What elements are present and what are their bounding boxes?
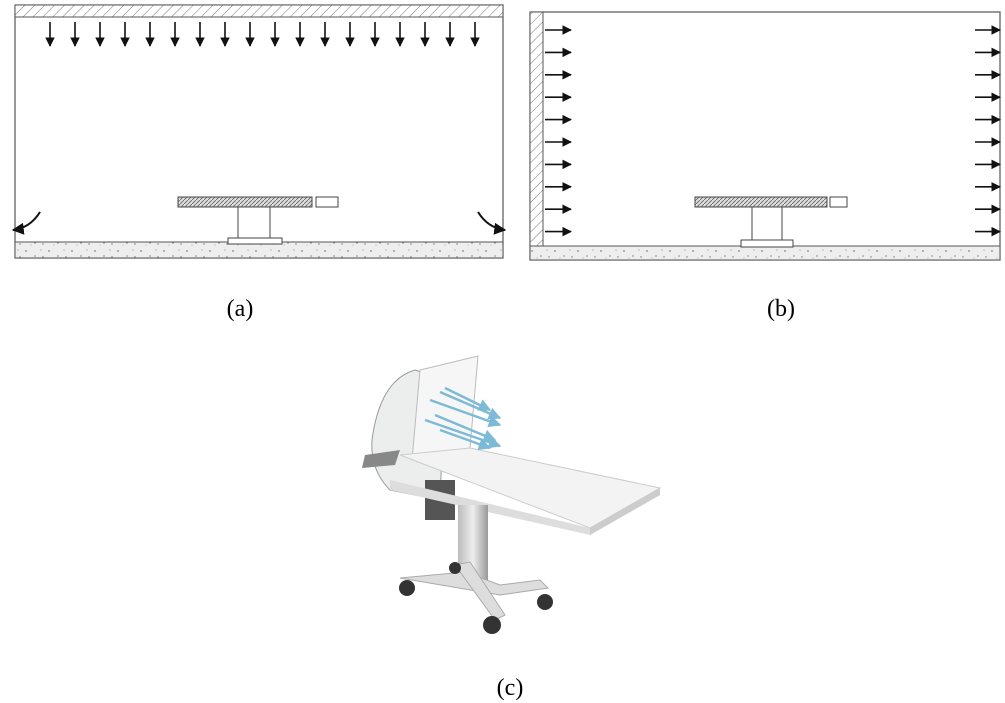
table-pedestal — [752, 207, 782, 240]
figure: (a) (b) (c) — [0, 0, 1005, 703]
exhaust-arrow — [478, 212, 505, 230]
wheel — [449, 562, 461, 574]
table-base — [741, 240, 793, 247]
panel-a — [13, 5, 505, 258]
floor — [530, 246, 1000, 260]
exhaust-arrow — [13, 212, 40, 230]
panel-b — [530, 12, 1000, 260]
hood-panel — [412, 356, 478, 460]
panel-c — [362, 356, 660, 634]
panel-label: (c) — [497, 675, 524, 701]
table-top — [178, 197, 312, 207]
table-end — [830, 197, 847, 207]
wheel — [537, 594, 553, 610]
table-end — [316, 197, 338, 207]
table-base — [228, 238, 282, 244]
wheel — [483, 616, 501, 634]
panel-label: (b) — [767, 296, 795, 322]
panel-label: (a) — [227, 296, 254, 322]
ceiling — [15, 5, 503, 17]
wheel — [399, 580, 415, 596]
table-top — [695, 197, 827, 207]
table-pedestal — [238, 207, 270, 238]
wall — [530, 12, 543, 246]
